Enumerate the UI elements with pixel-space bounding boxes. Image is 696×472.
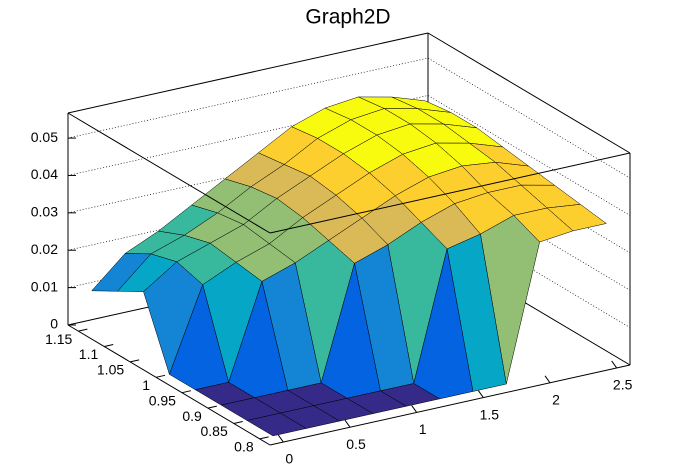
tick-mark	[155, 374, 166, 378]
y-tick-label: 1	[142, 377, 150, 393]
tick-mark	[78, 328, 88, 332]
grid-line	[67, 95, 631, 216]
z-tick-label: 0.04	[31, 166, 58, 182]
z-tick-label: 0.05	[31, 129, 58, 145]
x-tick-label: 1.5	[480, 406, 500, 422]
surface-cell	[246, 412, 307, 437]
x-tick-label: 2.5	[613, 377, 633, 393]
tick-mark	[611, 360, 618, 369]
box-edge	[269, 364, 631, 446]
y-tick-label: 1.05	[97, 362, 124, 378]
tick-mark	[411, 405, 418, 413]
box-edge	[427, 32, 631, 154]
y-tick-label: 0.95	[149, 392, 176, 408]
y-tick-label: 1.1	[79, 346, 99, 362]
tick-mark	[259, 436, 269, 440]
box-edge	[67, 32, 429, 114]
tick-mark	[233, 420, 243, 424]
grid-line	[67, 244, 631, 366]
tick-mark	[277, 434, 284, 443]
x-tick-label: 0	[285, 451, 293, 467]
box-edge	[67, 112, 271, 234]
tick-mark	[130, 359, 140, 363]
grid-line	[67, 169, 631, 291]
x-tick-label: 1	[419, 421, 427, 437]
tick-mark	[104, 344, 114, 348]
box-edge	[269, 152, 631, 234]
tick-mark	[344, 419, 351, 428]
x-tick-label: 2	[552, 391, 560, 407]
y-tick-label: 0.85	[200, 423, 227, 439]
z-tick-label: 0.03	[31, 204, 58, 220]
z-tick-label: 0.02	[31, 241, 58, 257]
tick-mark	[207, 405, 217, 409]
tick-mark	[544, 375, 551, 384]
tick-mark	[181, 390, 192, 394]
chart-title: Graph2D	[305, 6, 390, 29]
box-edge	[67, 324, 271, 446]
grid-line	[67, 207, 631, 328]
y-tick-label: 0.8	[234, 439, 254, 455]
grid-line	[67, 57, 631, 179]
y-tick-label: 0.9	[182, 408, 202, 424]
tick-mark	[477, 390, 484, 398]
z-tick-label: 0.01	[31, 278, 58, 294]
z-tick-label: 0	[50, 316, 58, 332]
y-tick-label: 1.15	[45, 331, 72, 347]
x-tick-label: 0.5	[346, 436, 366, 452]
